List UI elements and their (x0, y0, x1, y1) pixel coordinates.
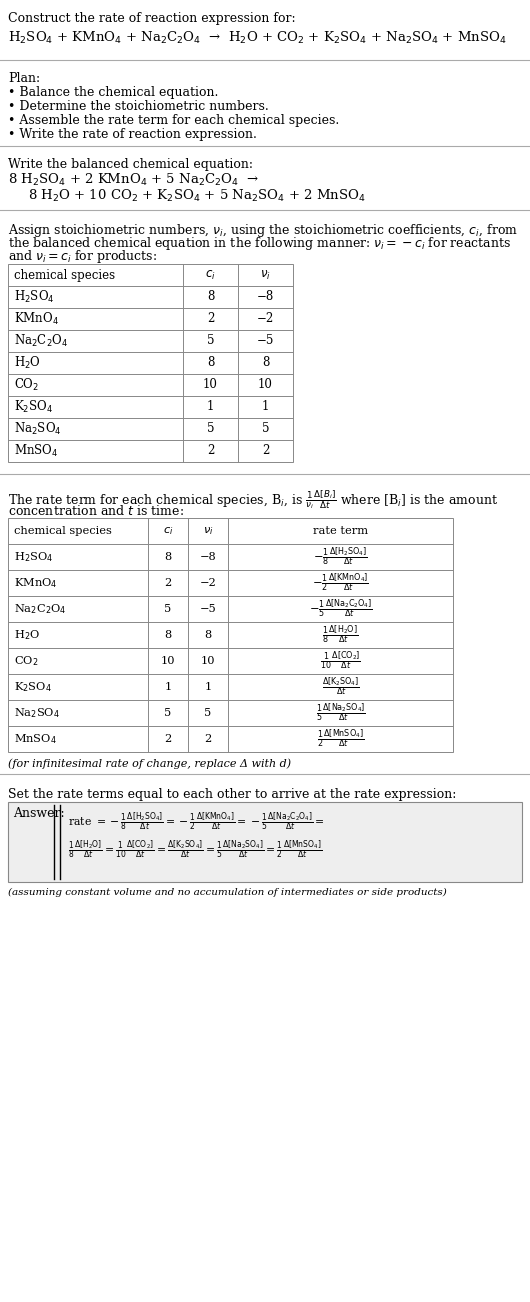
Text: 5: 5 (164, 708, 172, 717)
Bar (8, 518, 453, 753)
Text: Na$_2$C$_2$O$_4$: Na$_2$C$_2$O$_4$ (14, 602, 66, 616)
Text: $c_i$: $c_i$ (205, 268, 216, 281)
Text: MnSO$_4$: MnSO$_4$ (14, 443, 58, 460)
Text: CO$_2$: CO$_2$ (14, 378, 39, 393)
Text: Set the rate terms equal to each other to arrive at the rate expression:: Set the rate terms equal to each other t… (8, 788, 456, 801)
Text: $-\frac{1}{8}\frac{\Delta[\mathrm{H_2SO_4}]}{\Delta t}$: $-\frac{1}{8}\frac{\Delta[\mathrm{H_2SO_… (313, 546, 368, 569)
Text: H$_2$SO$_4$ + KMnO$_4$ + Na$_2$C$_2$O$_4$  →  H$_2$O + CO$_2$ + K$_2$SO$_4$ + Na: H$_2$SO$_4$ + KMnO$_4$ + Na$_2$C$_2$O$_4… (8, 30, 507, 46)
Text: and $\nu_i = c_i$ for products:: and $\nu_i = c_i$ for products: (8, 247, 157, 266)
Text: 8 H$_2$SO$_4$ + 2 KMnO$_4$ + 5 Na$_2$C$_2$O$_4$  →: 8 H$_2$SO$_4$ + 2 KMnO$_4$ + 5 Na$_2$C$_… (8, 172, 259, 187)
Text: 1: 1 (205, 682, 211, 691)
Text: rate $= -\frac{1}{8}\frac{\Delta[\mathrm{H_2SO_4}]}{\Delta t} = -\frac{1}{2}\fra: rate $= -\frac{1}{8}\frac{\Delta[\mathrm… (68, 810, 325, 833)
Text: • Write the rate of reaction expression.: • Write the rate of reaction expression. (8, 128, 257, 141)
Text: 5: 5 (164, 604, 172, 615)
Text: • Balance the chemical equation.: • Balance the chemical equation. (8, 86, 218, 99)
Text: $c_i$: $c_i$ (163, 525, 173, 536)
Text: Na$_2$SO$_4$: Na$_2$SO$_4$ (14, 706, 60, 720)
Text: 8: 8 (164, 552, 172, 562)
Text: 10: 10 (203, 379, 218, 392)
Text: −5: −5 (257, 335, 274, 348)
Text: (assuming constant volume and no accumulation of intermediates or side products): (assuming constant volume and no accumul… (8, 888, 447, 897)
Text: 2: 2 (205, 734, 211, 743)
Text: K$_2$SO$_4$: K$_2$SO$_4$ (14, 680, 52, 694)
Text: CO$_2$: CO$_2$ (14, 654, 39, 668)
Text: 8: 8 (262, 357, 269, 370)
Text: 1: 1 (164, 682, 172, 691)
Text: • Assemble the rate term for each chemical species.: • Assemble the rate term for each chemic… (8, 115, 339, 128)
Text: $\frac{\Delta[\mathrm{K_2SO_4}]}{\Delta t}$: $\frac{\Delta[\mathrm{K_2SO_4}]}{\Delta … (322, 676, 359, 698)
Text: 2: 2 (207, 444, 214, 457)
Text: The rate term for each chemical species, B$_i$, is $\frac{1}{\nu_i}\frac{\Delta[: The rate term for each chemical species,… (8, 488, 498, 510)
Text: KMnO$_4$: KMnO$_4$ (14, 575, 57, 590)
Text: $\frac{1}{10}\frac{\Delta[\mathrm{CO_2}]}{\Delta t}$: $\frac{1}{10}\frac{\Delta[\mathrm{CO_2}]… (320, 650, 361, 672)
Text: chemical species: chemical species (14, 526, 112, 536)
Text: • Determine the stoichiometric numbers.: • Determine the stoichiometric numbers. (8, 100, 269, 113)
Text: 8 H$_2$O + 10 CO$_2$ + K$_2$SO$_4$ + 5 Na$_2$SO$_4$ + 2 MnSO$_4$: 8 H$_2$O + 10 CO$_2$ + K$_2$SO$_4$ + 5 N… (28, 187, 366, 204)
Text: $\frac{1}{8}\frac{\Delta[\mathrm{H_2O}]}{\Delta t} = \frac{1}{10}\frac{\Delta[\m: $\frac{1}{8}\frac{\Delta[\mathrm{H_2O}]}… (68, 838, 322, 861)
Text: −5: −5 (200, 604, 216, 615)
Text: 5: 5 (262, 423, 269, 435)
Text: 5: 5 (207, 335, 214, 348)
Text: Assign stoichiometric numbers, $\nu_i$, using the stoichiometric coefficients, $: Assign stoichiometric numbers, $\nu_i$, … (8, 223, 518, 240)
Text: −8: −8 (200, 552, 216, 562)
Text: Answer:: Answer: (13, 807, 65, 820)
Text: Plan:: Plan: (8, 72, 40, 85)
Text: −2: −2 (257, 312, 274, 326)
Text: 2: 2 (207, 312, 214, 326)
Text: $-\frac{1}{5}\frac{\Delta[\mathrm{Na_2C_2O_4}]}{\Delta t}$: $-\frac{1}{5}\frac{\Delta[\mathrm{Na_2C_… (308, 598, 373, 621)
Text: 5: 5 (205, 708, 211, 717)
Bar (8, 264, 293, 462)
Text: −8: −8 (257, 290, 274, 303)
Text: (for infinitesimal rate of change, replace Δ with d): (for infinitesimal rate of change, repla… (8, 758, 291, 768)
Text: 10: 10 (161, 656, 175, 667)
Text: Write the balanced chemical equation:: Write the balanced chemical equation: (8, 158, 253, 171)
Text: H$_2$SO$_4$: H$_2$SO$_4$ (14, 551, 53, 564)
Text: 8: 8 (207, 290, 214, 303)
Text: $\frac{1}{2}\frac{\Delta[\mathrm{MnSO_4}]}{\Delta t}$: $\frac{1}{2}\frac{\Delta[\mathrm{MnSO_4}… (317, 728, 364, 750)
Text: H$_2$O: H$_2$O (14, 628, 40, 642)
Text: 1: 1 (207, 401, 214, 414)
Text: 10: 10 (258, 379, 273, 392)
Text: 2: 2 (262, 444, 269, 457)
Text: concentration and $t$ is time:: concentration and $t$ is time: (8, 504, 184, 518)
Text: 1: 1 (262, 401, 269, 414)
Text: Na$_2$SO$_4$: Na$_2$SO$_4$ (14, 421, 61, 437)
Text: Construct the rate of reaction expression for:: Construct the rate of reaction expressio… (8, 12, 296, 25)
Text: H$_2$O: H$_2$O (14, 355, 41, 371)
Text: K$_2$SO$_4$: K$_2$SO$_4$ (14, 398, 53, 415)
Text: MnSO$_4$: MnSO$_4$ (14, 732, 57, 746)
Text: the balanced chemical equation in the following manner: $\nu_i = -c_i$ for react: the balanced chemical equation in the fo… (8, 234, 511, 253)
Text: KMnO$_4$: KMnO$_4$ (14, 311, 59, 327)
Text: 5: 5 (207, 423, 214, 435)
Text: 10: 10 (201, 656, 215, 667)
Text: $\frac{1}{5}\frac{\Delta[\mathrm{Na_2SO_4}]}{\Delta t}$: $\frac{1}{5}\frac{\Delta[\mathrm{Na_2SO_… (315, 702, 366, 724)
Text: $\nu_i$: $\nu_i$ (203, 525, 213, 536)
Text: 2: 2 (164, 734, 172, 743)
Bar (8, 802, 522, 881)
Text: H$_2$SO$_4$: H$_2$SO$_4$ (14, 289, 55, 305)
Text: chemical species: chemical species (14, 268, 115, 281)
Text: rate term: rate term (313, 526, 368, 536)
Text: $\nu_i$: $\nu_i$ (260, 268, 271, 281)
Text: $-\frac{1}{2}\frac{\Delta[\mathrm{KMnO_4}]}{\Delta t}$: $-\frac{1}{2}\frac{\Delta[\mathrm{KMnO_4… (312, 572, 369, 595)
Text: 8: 8 (207, 357, 214, 370)
Text: −2: −2 (200, 578, 216, 589)
Text: 8: 8 (205, 630, 211, 641)
Text: Na$_2$C$_2$O$_4$: Na$_2$C$_2$O$_4$ (14, 333, 68, 349)
Text: $\frac{1}{8}\frac{\Delta[\mathrm{H_2O}]}{\Delta t}$: $\frac{1}{8}\frac{\Delta[\mathrm{H_2O}]}… (322, 624, 359, 647)
Text: 2: 2 (164, 578, 172, 589)
Text: 8: 8 (164, 630, 172, 641)
